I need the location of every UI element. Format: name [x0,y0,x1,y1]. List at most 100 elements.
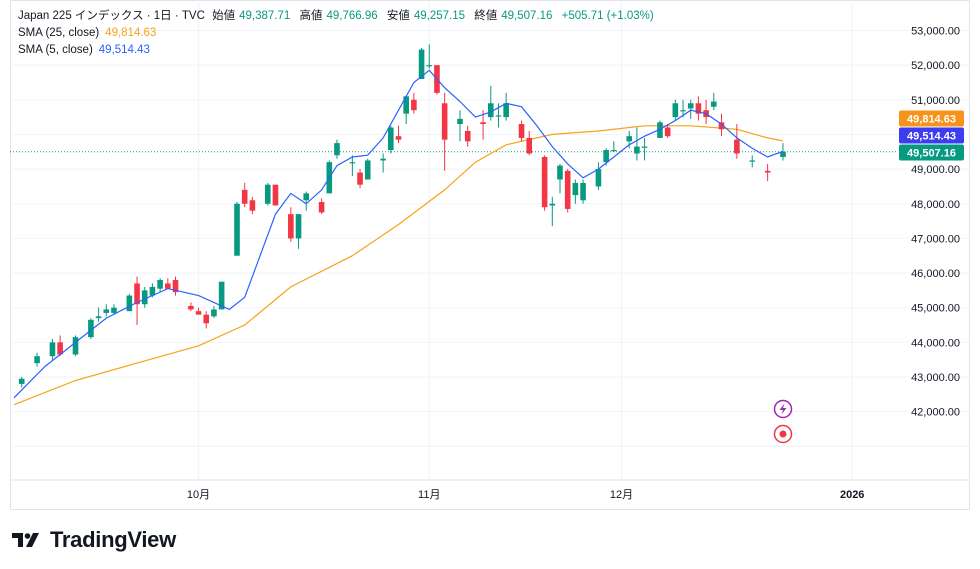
candle[interactable] [611,141,617,152]
candle[interactable] [572,179,579,204]
candle[interactable] [418,47,425,80]
candle[interactable] [634,127,640,161]
candle[interactable] [503,92,509,121]
candle[interactable] [103,304,110,317]
candle[interactable] [526,130,533,156]
chart-legend: Japan 225 インデックス · 1日 · TVC 始値 49,387.71 … [18,8,654,59]
price-tag-bg [899,144,964,161]
candle[interactable] [580,179,586,204]
candle[interactable] [518,120,525,142]
candle-body [303,193,310,201]
candle[interactable] [411,92,417,114]
candle[interactable] [764,163,771,182]
candle[interactable] [203,311,210,329]
candle[interactable] [695,96,702,121]
candle[interactable] [295,214,302,249]
candle[interactable] [57,335,63,357]
candle[interactable] [749,155,756,168]
candle[interactable] [441,92,448,171]
candle[interactable] [364,158,371,180]
candle-body [603,150,609,163]
candle[interactable] [710,92,717,111]
candle[interactable] [88,318,94,339]
candle[interactable] [218,281,225,310]
candle[interactable] [211,305,217,319]
candle[interactable] [172,276,179,296]
candle[interactable] [334,139,340,159]
lightning-icon[interactable] [773,399,793,419]
candle[interactable] [165,278,171,289]
candle[interactable] [687,99,694,119]
candle[interactable] [303,191,310,211]
price-tag: 49,514.43 [899,127,964,144]
candle[interactable] [234,202,240,256]
price-tag: 49,507.16 [899,144,964,161]
candle-body [641,146,648,148]
candle[interactable] [141,286,148,308]
candle[interactable] [49,338,56,360]
candle[interactable] [249,196,256,215]
candle[interactable] [403,96,409,125]
candle[interactable] [349,155,356,177]
candle[interactable] [457,110,463,142]
candle[interactable] [672,99,679,121]
candle-body [218,281,225,310]
candle[interactable] [395,125,402,144]
candle[interactable] [126,293,133,312]
candle[interactable] [718,113,725,137]
candle[interactable] [157,278,163,293]
candle-body [264,184,271,204]
candle-body [95,316,102,319]
sma25-legend[interactable]: SMA (25, close) 49,814.63 [18,25,654,42]
chart-canvas[interactable]: 53,000.0052,000.0051,000.0050,000.0049,0… [0,0,980,510]
grid-lines [10,0,970,480]
candle[interactable] [487,85,494,121]
candle[interactable] [549,196,556,227]
candle[interactable] [664,124,671,138]
candle[interactable] [357,169,363,189]
candle-body [611,150,617,152]
candle[interactable] [72,335,79,357]
candle[interactable] [464,125,471,147]
candle[interactable] [34,352,40,367]
candle-body [734,139,740,154]
candle-body [441,103,448,140]
x-tick-label: 10月 [187,489,210,501]
candle-body [88,319,94,338]
sma5-legend[interactable]: SMA (5, close) 49,514.43 [18,42,654,59]
candle[interactable] [734,124,740,159]
candle[interactable] [557,163,563,194]
tradingview-logo-icon [12,533,39,547]
candle[interactable] [272,184,279,206]
symbol-title[interactable]: Japan 225 インデックス · 1日 · TVC [18,10,205,22]
candle-body [272,184,279,206]
event-record-icon[interactable] [773,424,793,444]
candle-body [572,182,579,196]
candle[interactable] [318,198,325,215]
candle-body [595,169,602,187]
candle[interactable] [264,182,271,206]
change-value: +505.71 (+1.03%) [561,10,654,22]
candle-body [364,160,371,180]
candle[interactable] [564,169,571,213]
candle[interactable] [18,377,25,388]
candle[interactable] [134,276,140,326]
candle[interactable] [426,44,433,69]
candle[interactable] [388,125,394,154]
candle[interactable] [95,307,102,322]
candle[interactable] [595,162,602,190]
candle-body [672,103,679,118]
candle[interactable] [641,137,648,161]
candle-body [134,283,140,305]
candle[interactable] [188,302,194,312]
candle[interactable] [703,99,709,125]
candle[interactable] [288,207,294,242]
candle[interactable] [111,304,117,315]
candle[interactable] [541,155,548,211]
candle[interactable] [241,182,248,208]
candle[interactable] [680,99,686,118]
candle[interactable] [195,307,202,315]
candle[interactable] [380,153,386,173]
sma5-label: SMA (5, close) [18,44,93,56]
footer-logo[interactable]: TradingView [12,526,176,554]
